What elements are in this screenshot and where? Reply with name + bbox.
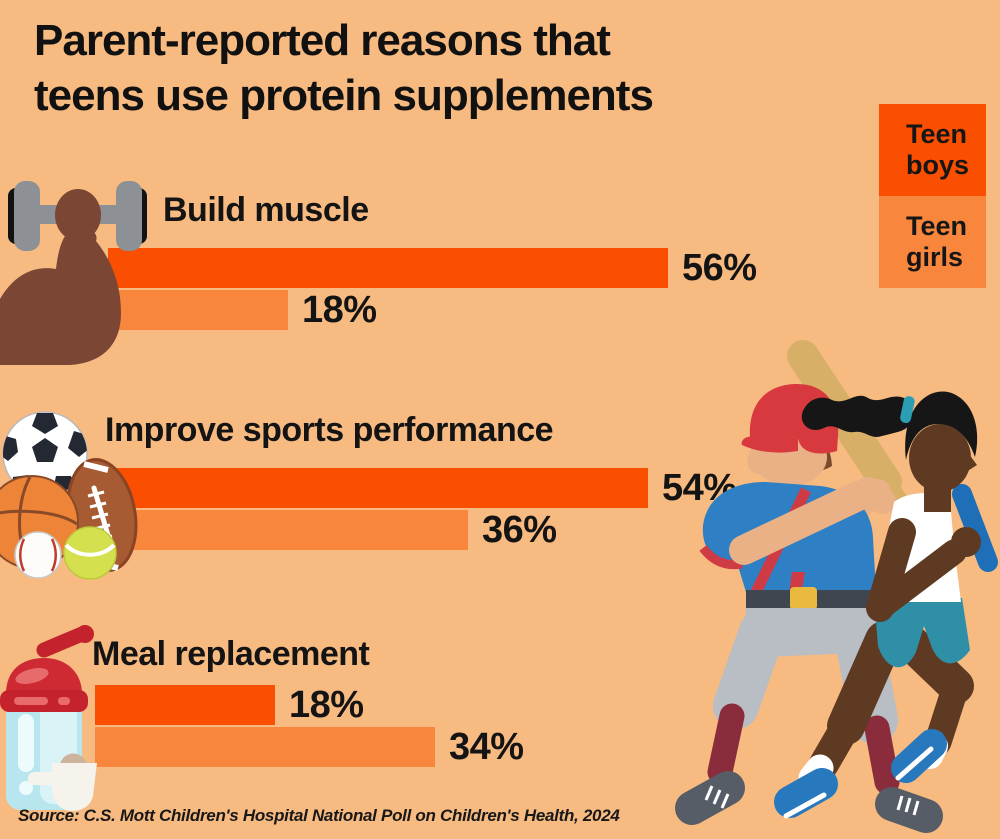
bar-meal-replacement-teen-boys: [95, 685, 275, 725]
category-label-build-muscle: Build muscle: [163, 191, 369, 229]
relay-baton-icon: [952, 484, 998, 572]
legend-item-teen-boys: Teen boys: [879, 104, 986, 196]
chart-title-line1: Parent-reported reasons that: [34, 16, 611, 65]
sports-balls-icon: [0, 411, 138, 580]
dumbbell-arm-icon: [0, 181, 147, 365]
tennis-ball-icon: [63, 526, 117, 580]
belt-buckle: [790, 587, 817, 610]
value-label-improve-sports-teen-girls: 36%: [482, 509, 557, 551]
bar-improve-sports-teen-girls: [108, 510, 468, 550]
hair-tie: [900, 396, 915, 424]
value-label-build-muscle-teen-boys: 56%: [682, 247, 757, 289]
bar-improve-sports-teen-boys: [108, 468, 648, 508]
shaker-bottle-icon: [0, 625, 97, 811]
value-label-meal-replacement-teen-girls: 34%: [449, 726, 524, 768]
ponytail-hair: [905, 391, 978, 460]
bar-meal-replacement-teen-girls: [95, 727, 435, 767]
bar-build-muscle-teen-girls: [108, 290, 288, 330]
bar-group-improve-sports-performance: 54% 36%: [108, 468, 988, 552]
category-label-meal-replacement: Meal replacement: [92, 635, 370, 673]
source-citation: Source: C.S. Mott Children's Hospital Na…: [18, 806, 620, 825]
legend: Teen boys Teen girls: [879, 104, 986, 288]
value-label-build-muscle-teen-girls: 18%: [302, 289, 377, 331]
value-label-meal-replacement-teen-boys: 18%: [289, 684, 364, 726]
category-label-improve-sports-performance: Improve sports performance: [105, 411, 554, 449]
legend-label-teen-boys: Teen boys: [906, 118, 970, 180]
cleat-shoe-icon: [675, 771, 745, 825]
baseball-player-illustration: [675, 340, 943, 833]
scoop-icon: [28, 753, 97, 811]
bar-group-meal-replacement: 18% 34%: [95, 685, 975, 769]
bar-build-muscle-teen-boys: [108, 248, 668, 288]
legend-label-teen-girls: Teen girls: [906, 210, 968, 272]
running-shorts: [874, 598, 970, 668]
runner-illustration: [774, 391, 998, 819]
chart-title: Parent-reported reasons that teens use pr…: [34, 14, 654, 123]
athletes-illustration: [675, 340, 998, 833]
chart-title-line2: teens use protein supplements: [34, 70, 654, 120]
running-shoe-icon: [774, 768, 838, 818]
bar-group-build-muscle: 56% 18%: [108, 248, 988, 332]
legend-item-teen-girls: Teen girls: [879, 196, 986, 288]
baseball-icon: [14, 531, 62, 579]
